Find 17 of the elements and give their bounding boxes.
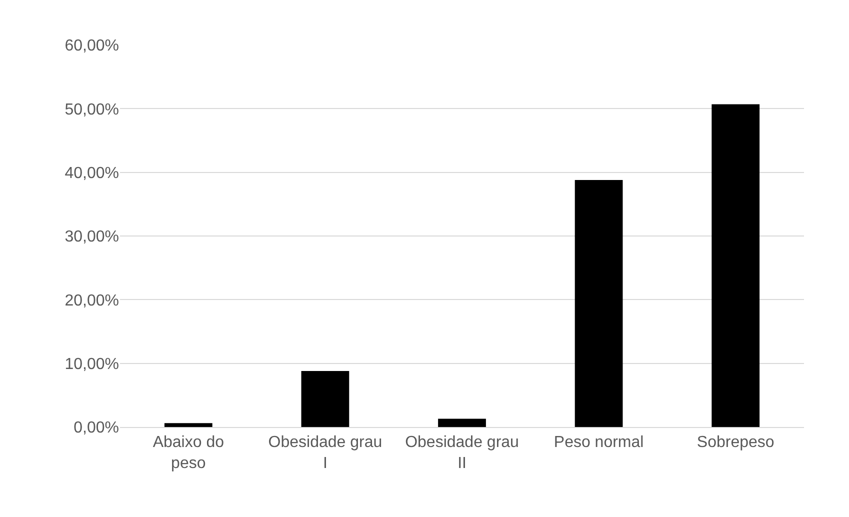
x-tick-label: Sobrepeso [696,434,774,452]
x-tick-label: Obesidade grau I [268,434,382,472]
bar [438,418,486,427]
y-tick-label: 20,00% [64,292,119,310]
y-tick-label: 50,00% [64,101,119,118]
y-tick-label: 10,00% [64,356,119,373]
bar [301,370,350,427]
y-tick-label: 60,00% [64,38,119,55]
bar [574,180,623,427]
x-tick-label: Abaixo do peso [152,434,224,472]
bar [164,423,212,427]
x-tick-label: Obesidade grau II [405,434,519,472]
bar [712,104,760,427]
x-tick-label: Peso normal [554,434,644,452]
y-tick-label: 30,00% [64,228,119,246]
y-tick-label: 40,00% [64,164,119,182]
y-tick-label: 0,00% [74,420,119,437]
